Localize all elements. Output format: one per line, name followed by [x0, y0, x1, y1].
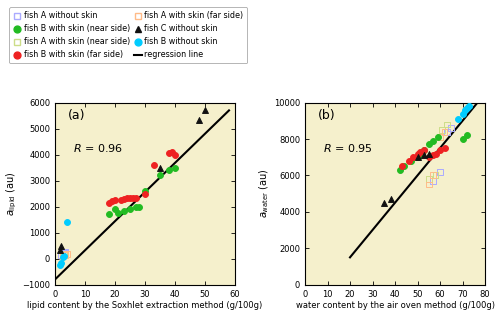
Point — [114, 211, 122, 216]
Point — [404, 158, 412, 164]
Point — [414, 155, 422, 160]
Point — [436, 147, 444, 153]
Point — [63, 219, 71, 225]
Point — [458, 111, 466, 116]
Point — [171, 165, 179, 170]
Point — [443, 129, 451, 134]
Point — [62, 252, 70, 258]
Point — [62, 250, 70, 255]
Point — [418, 151, 426, 156]
Point — [429, 173, 437, 178]
Point — [443, 122, 451, 127]
Point — [63, 251, 71, 257]
Point — [132, 204, 140, 209]
Y-axis label: $\mathit{a}_{\rm lipid}$ (au): $\mathit{a}_{\rm lipid}$ (au) — [5, 171, 20, 216]
Point — [432, 173, 440, 178]
Point — [58, 251, 66, 257]
Point — [454, 116, 462, 121]
Point — [165, 151, 173, 156]
Point — [156, 165, 164, 170]
Point — [438, 127, 446, 132]
Point — [409, 155, 417, 160]
Point — [434, 134, 442, 140]
Point — [105, 212, 113, 217]
Point — [105, 200, 113, 205]
Point — [420, 147, 428, 153]
Point — [440, 129, 448, 134]
Point — [129, 195, 137, 200]
Legend: fish A without skin, fish B with skin (near side), fish A with skin (near side),: fish A without skin, fish B with skin (n… — [9, 7, 248, 64]
Point — [463, 133, 471, 138]
Point — [156, 173, 164, 178]
Point — [171, 152, 179, 157]
Point — [436, 134, 444, 140]
Point — [168, 149, 176, 155]
Point — [111, 207, 119, 212]
Point — [429, 153, 437, 158]
Point — [425, 182, 433, 187]
Point — [420, 147, 428, 153]
Point — [398, 164, 406, 169]
Point — [400, 164, 408, 169]
Point — [195, 117, 203, 122]
Point — [465, 104, 473, 109]
Point — [414, 155, 422, 160]
Point — [425, 151, 433, 156]
Point — [380, 200, 388, 205]
Y-axis label: $\mathit{a}_{\rm water}$ (au): $\mathit{a}_{\rm water}$ (au) — [258, 169, 271, 218]
Point — [132, 195, 140, 200]
Point — [58, 254, 66, 259]
Point — [57, 252, 65, 258]
Point — [62, 251, 70, 256]
Point — [126, 195, 134, 200]
Point — [458, 136, 466, 142]
Point — [396, 167, 404, 173]
Text: (b): (b) — [318, 109, 335, 122]
Point — [407, 158, 415, 164]
Point — [60, 252, 68, 258]
Text: $R$ = 0.96: $R$ = 0.96 — [73, 142, 123, 154]
Point — [123, 195, 131, 200]
Point — [60, 250, 68, 256]
Point — [416, 149, 424, 154]
Point — [56, 247, 64, 252]
Point — [111, 198, 119, 203]
Point — [436, 169, 444, 174]
Text: $R$ = 0.95: $R$ = 0.95 — [323, 142, 373, 154]
Point — [141, 191, 149, 196]
Point — [57, 260, 65, 265]
Point — [432, 151, 440, 156]
Point — [126, 207, 134, 212]
Point — [58, 255, 66, 260]
Point — [414, 151, 422, 156]
Point — [386, 196, 394, 202]
X-axis label: lipid content by the Soxhlet extraction method (g/100g): lipid content by the Soxhlet extraction … — [28, 301, 262, 310]
Point — [440, 145, 448, 151]
X-axis label: water content by the air oven method (g/100g): water content by the air oven method (g/… — [296, 301, 494, 310]
Point — [58, 254, 66, 259]
Point — [120, 196, 128, 202]
Point — [425, 155, 433, 160]
Text: (a): (a) — [68, 109, 85, 122]
Point — [120, 208, 128, 213]
Point — [429, 138, 437, 144]
Point — [425, 142, 433, 147]
Point — [461, 107, 469, 113]
Point — [150, 163, 158, 168]
Point — [117, 198, 125, 203]
Point — [56, 262, 64, 268]
Point — [141, 188, 149, 194]
Point — [57, 243, 65, 248]
Point — [201, 108, 209, 113]
Point — [108, 199, 116, 204]
Point — [165, 167, 173, 173]
Point — [135, 204, 143, 209]
Point — [420, 153, 428, 158]
Point — [429, 178, 437, 183]
Point — [463, 105, 471, 111]
Point — [425, 176, 433, 182]
Point — [60, 254, 68, 259]
Point — [447, 125, 455, 131]
